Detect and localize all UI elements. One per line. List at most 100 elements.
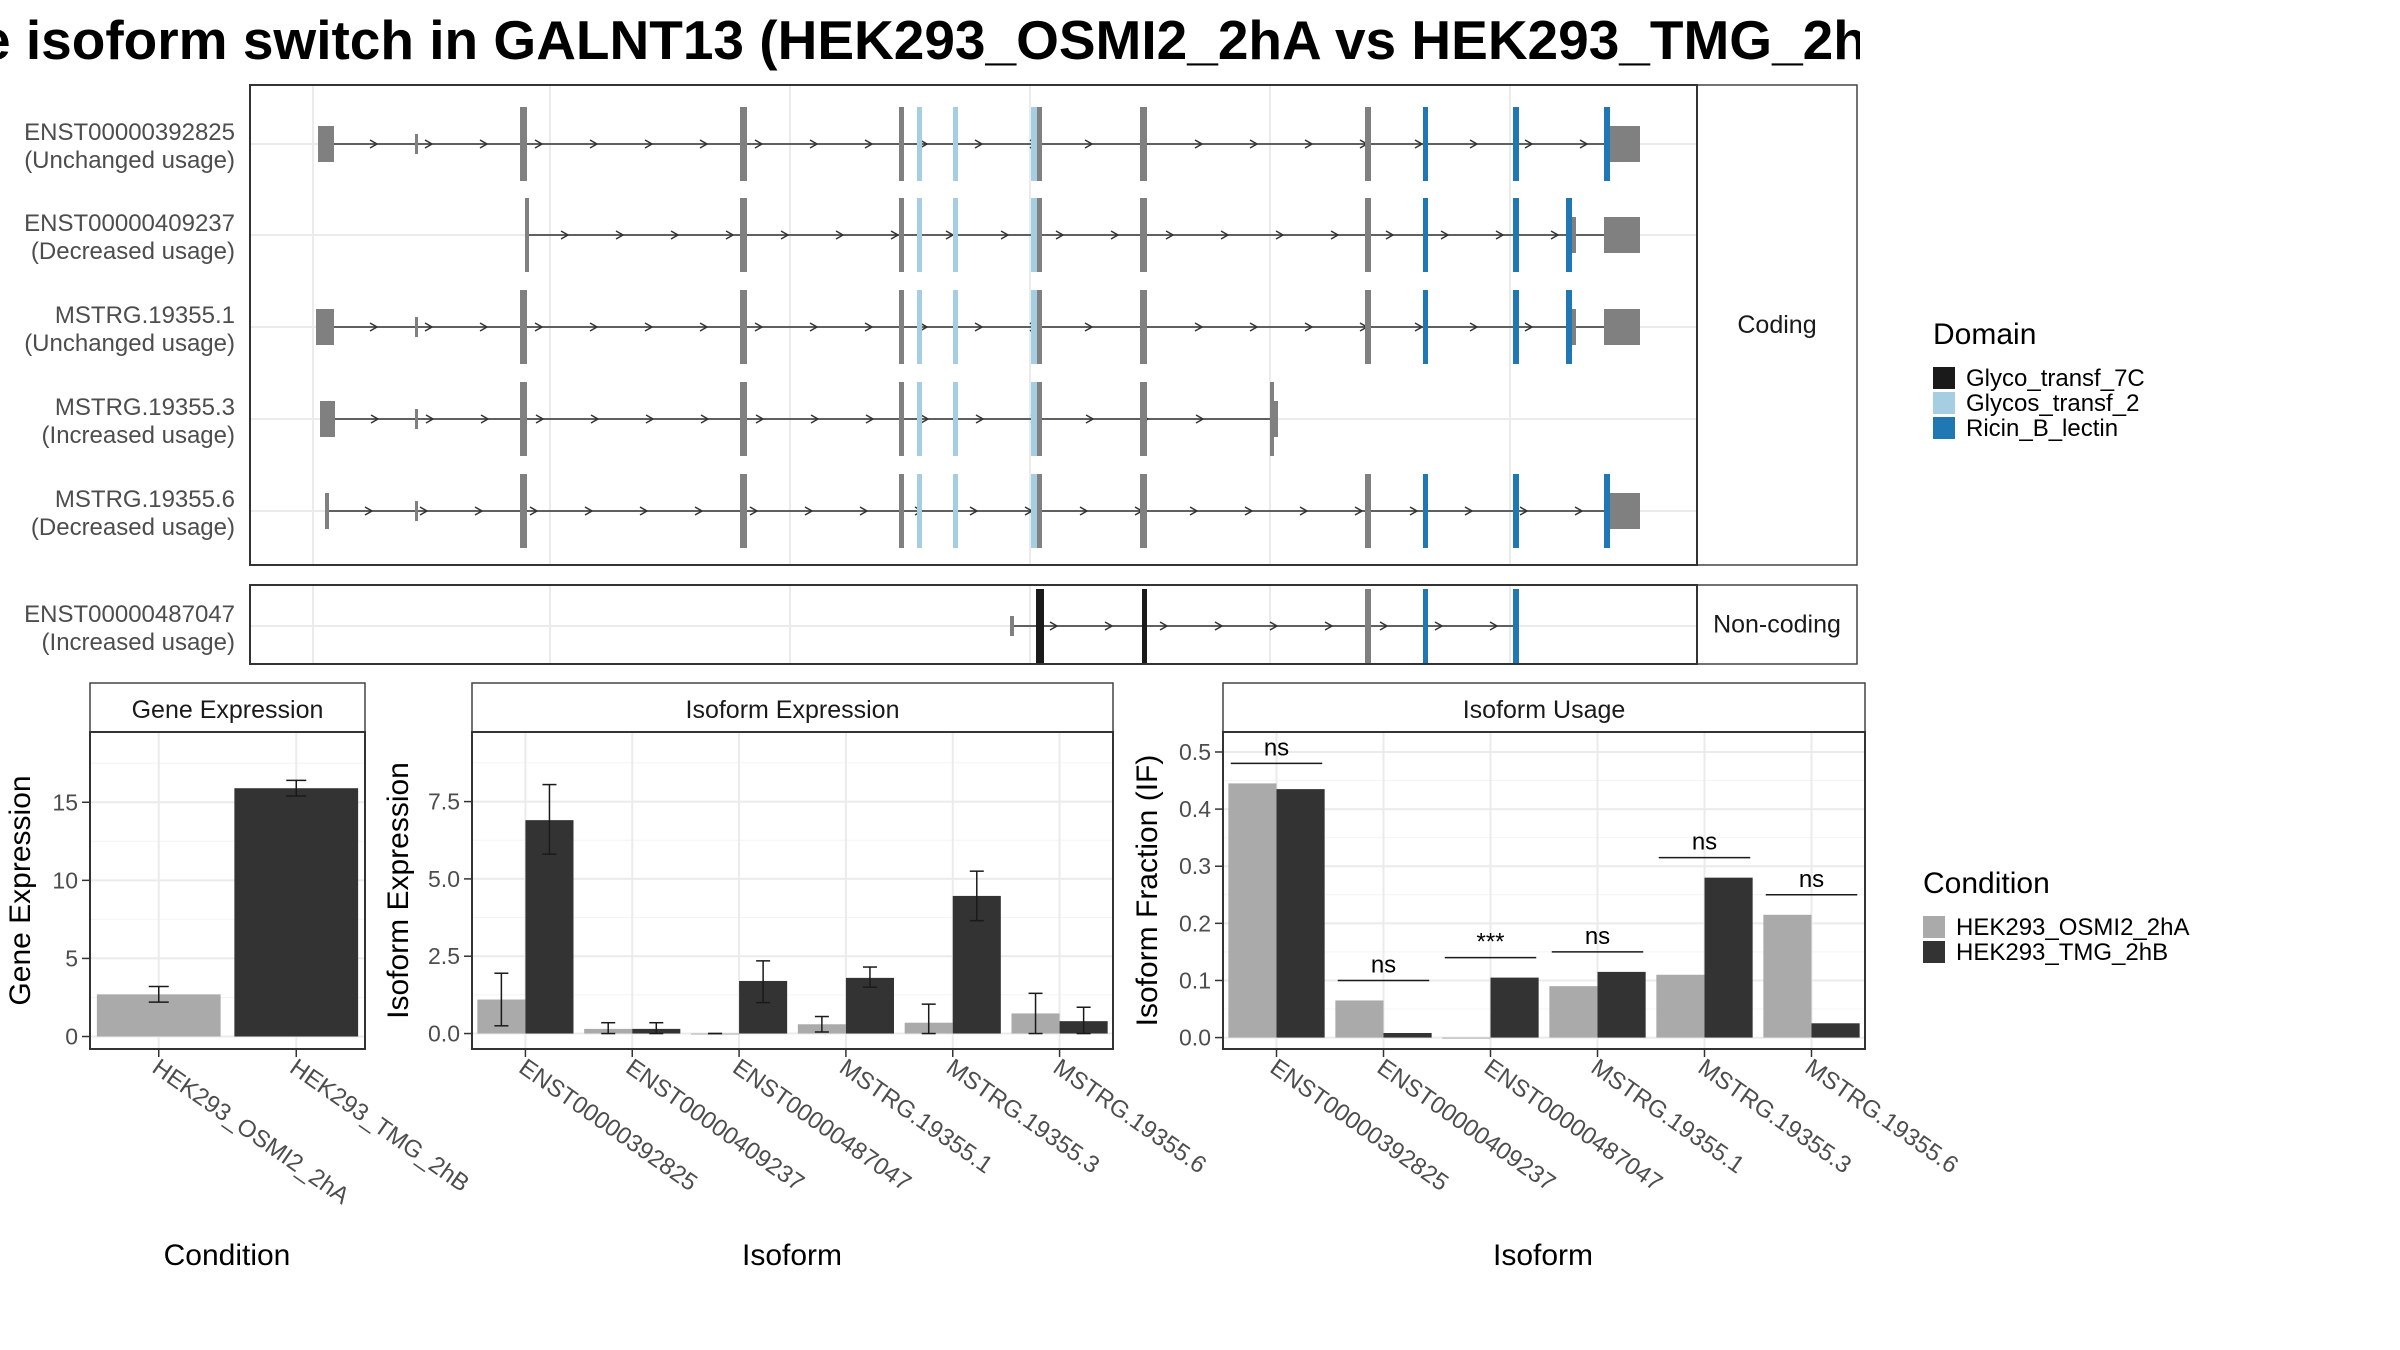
exon xyxy=(899,474,904,548)
isoform-usage-border xyxy=(1222,731,1866,1050)
transcript-usage-label: (Decreased usage) xyxy=(31,514,235,541)
intron-arrow xyxy=(1354,506,1364,516)
exon xyxy=(1572,217,1576,253)
exon xyxy=(740,107,747,181)
y-tick-label: 15 xyxy=(52,789,78,815)
intron-arrow xyxy=(1084,139,1094,149)
exon xyxy=(520,474,527,548)
y-tick-label: 5.0 xyxy=(428,866,460,892)
intron-arrow xyxy=(364,506,374,516)
intron-arrow xyxy=(864,139,874,149)
intron-arrow xyxy=(1104,621,1114,631)
significance-label: ns xyxy=(1692,829,1717,856)
exon xyxy=(1140,107,1147,181)
exon xyxy=(1365,107,1371,181)
condition-legend-swatch xyxy=(1923,916,1945,938)
intron-arrow xyxy=(1469,139,1479,149)
intron-arrow xyxy=(1084,322,1094,332)
exon xyxy=(415,409,418,429)
intron-arrow xyxy=(865,414,875,424)
isoform-expression-strip xyxy=(471,682,1114,733)
bar xyxy=(234,788,359,1037)
exon xyxy=(1610,493,1640,529)
noncoding-panel-bg xyxy=(250,585,1697,664)
bar xyxy=(1442,1037,1491,1039)
intron-arrow xyxy=(1330,230,1340,240)
intron-arrow xyxy=(535,414,545,424)
exon xyxy=(525,198,529,272)
exon xyxy=(1610,126,1640,162)
transcript-usage-label: (Increased usage) xyxy=(42,629,235,656)
intron-arrow xyxy=(419,506,429,516)
exon xyxy=(520,290,527,364)
exon xyxy=(740,290,747,364)
intron-arrow xyxy=(479,139,489,149)
intron-arrow xyxy=(975,414,985,424)
noncoding-panel-strip xyxy=(1696,584,1858,665)
condition-legend-label: HEK293_TMG_2hB xyxy=(1956,939,2168,966)
exon xyxy=(1604,309,1640,345)
isoform-expression-y-axis-title: Isoform Expression xyxy=(382,762,415,1019)
intron-arrow xyxy=(974,322,984,332)
exon xyxy=(1140,198,1147,272)
exon xyxy=(899,107,904,181)
intron-arrow xyxy=(1495,230,1505,240)
intron-arrow xyxy=(754,322,764,332)
transcript-usage-label: (Unchanged usage) xyxy=(24,147,235,174)
intron-arrow xyxy=(919,139,929,149)
y-tick-label: 0.1 xyxy=(1179,967,1211,993)
intron-arrow xyxy=(1385,230,1395,240)
y-tick-label: 10 xyxy=(52,867,78,893)
intron-arrow xyxy=(969,506,979,516)
bar xyxy=(1704,877,1753,1038)
exon xyxy=(1423,198,1428,272)
condition-legend-swatch xyxy=(1923,941,1945,963)
transcript-id-label: MSTRG.19355.6 xyxy=(55,486,235,513)
y-tick-label: 0 xyxy=(65,1024,78,1050)
exon xyxy=(1423,107,1428,181)
transcript-id-label: MSTRG.19355.3 xyxy=(55,394,235,421)
y-tick-label: 0.4 xyxy=(1179,796,1211,822)
transcript-usage-label: (Unchanged usage) xyxy=(24,330,235,357)
gene-expression-x-axis-title: Condition xyxy=(164,1239,291,1272)
exon xyxy=(917,382,922,456)
exon xyxy=(1142,589,1147,663)
exon xyxy=(320,401,335,437)
exon xyxy=(520,107,527,181)
exon xyxy=(1037,198,1042,272)
intron-arrow xyxy=(1440,230,1450,240)
exon xyxy=(520,382,527,456)
bar xyxy=(1811,1023,1860,1038)
exon xyxy=(1140,290,1147,364)
bar xyxy=(1383,1033,1432,1038)
exon xyxy=(1037,107,1042,181)
exon xyxy=(1572,309,1576,345)
intron-arrow xyxy=(1304,139,1314,149)
bar xyxy=(1228,783,1277,1038)
exon xyxy=(415,317,418,337)
transcript-id-label: MSTRG.19355.1 xyxy=(55,302,235,329)
exon xyxy=(899,290,904,364)
exon xyxy=(740,474,747,548)
condition-legend-label: HEK293_OSMI2_2hA xyxy=(1956,914,2189,941)
intron-arrow xyxy=(864,322,874,332)
condition-legend-title: Condition xyxy=(1923,867,2050,900)
intron-arrow xyxy=(725,230,735,240)
intron-arrow xyxy=(1049,621,1059,631)
y-tick-label: 0.0 xyxy=(1179,1025,1211,1051)
exon xyxy=(1274,401,1278,437)
intron-arrow xyxy=(589,322,599,332)
exon xyxy=(1513,589,1519,663)
bar xyxy=(1276,789,1325,1038)
coding-panel-strip xyxy=(1696,84,1858,566)
exon xyxy=(1604,107,1610,181)
exon xyxy=(318,126,334,162)
isoform-expression-title: Isoform Expression xyxy=(686,696,900,724)
bar xyxy=(1763,914,1812,1038)
intron-arrow xyxy=(699,139,709,149)
intron-arrow xyxy=(1194,322,1204,332)
intron-arrow xyxy=(1220,230,1230,240)
intron-arrow xyxy=(1214,621,1224,631)
exon xyxy=(1566,198,1572,272)
x-tick-label: ENST00000392825 xyxy=(1265,1054,1453,1197)
